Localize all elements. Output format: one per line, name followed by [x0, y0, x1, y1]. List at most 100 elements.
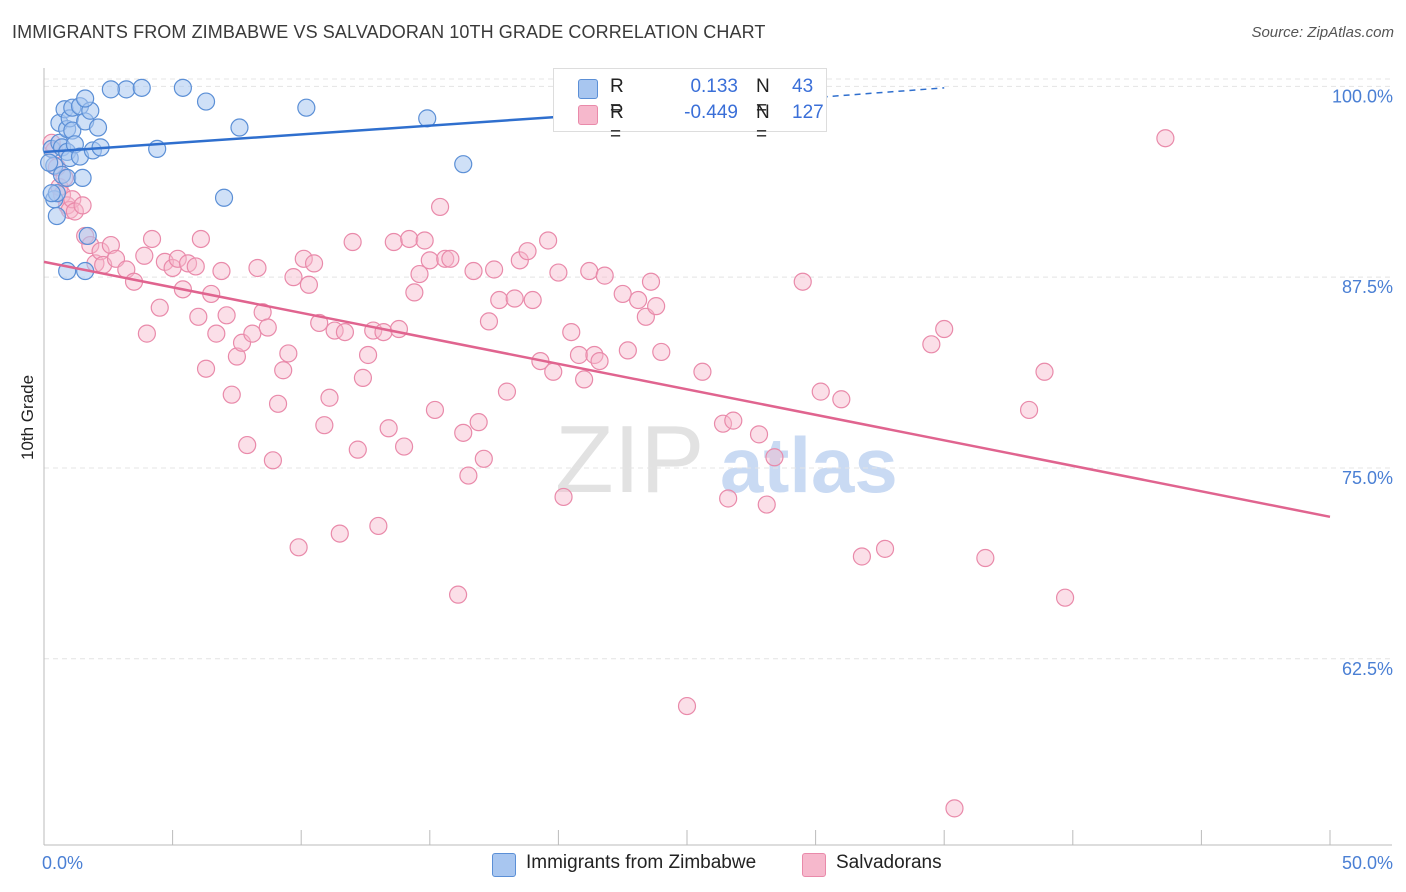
- salvadorans-points: [42, 129, 1175, 818]
- salvadoran-point: [137, 324, 156, 343]
- y-tick-label: 100.0%: [1332, 86, 1393, 106]
- salvadoran-point: [875, 539, 895, 558]
- zimbabwe-point: [132, 78, 151, 97]
- salvadoran-point: [248, 258, 267, 278]
- salvadoran-point: [479, 312, 499, 331]
- salvadoran-point: [1019, 400, 1039, 420]
- bottom-legend-label: Immigrants from Zimbabwe: [526, 852, 757, 873]
- salvadoran-point: [474, 449, 493, 468]
- zimbabwe-point: [173, 78, 192, 97]
- salvadoran-point: [505, 289, 524, 308]
- zimbabwe-point: [47, 206, 66, 226]
- salvadoran-point: [343, 232, 362, 252]
- salvadoran-point: [935, 319, 954, 339]
- zimbabwe-point: [117, 80, 136, 99]
- watermark-atlas: atlas: [720, 421, 898, 509]
- salvadoran-point: [142, 229, 162, 249]
- salvadoran-point: [415, 231, 434, 250]
- salvadoran-point: [430, 197, 450, 217]
- salvadoran-point: [379, 419, 398, 438]
- salvadoran-point: [91, 242, 110, 261]
- salvadoran-point: [1156, 129, 1175, 148]
- legend-swatch-pink: [578, 105, 598, 125]
- salvadoran-point: [232, 333, 252, 352]
- salvadoran-point: [1055, 588, 1075, 607]
- salvadoran-point: [189, 307, 208, 326]
- salvadoran-point: [569, 345, 589, 365]
- salvadoran-point: [258, 318, 277, 337]
- salvadoran-point: [629, 290, 648, 310]
- zimbabwe-point: [230, 118, 249, 137]
- legend-n-label: N =: [756, 102, 770, 145]
- salvadoran-point: [374, 322, 393, 342]
- zimbabwe-point: [42, 184, 61, 203]
- zimbabwe-point: [214, 188, 234, 207]
- salvadoran-point: [448, 585, 468, 604]
- salvadoran-point: [693, 362, 712, 381]
- salvadoran-point: [469, 413, 488, 432]
- salvadoran-point: [549, 263, 568, 282]
- legend-r-label: R =: [610, 76, 624, 119]
- salvadoran-point: [562, 322, 581, 342]
- legend-n-value: 127: [792, 102, 824, 123]
- salvadoran-point: [243, 324, 262, 343]
- salvadoran-point: [227, 347, 246, 366]
- salvadoran-point: [168, 249, 187, 268]
- zimbabwe-point: [58, 168, 77, 188]
- salvadoran-point: [647, 297, 666, 316]
- zimbabwe-point: [40, 153, 59, 172]
- y-tick-label: 62.5%: [1342, 659, 1393, 679]
- salvadoran-point: [575, 370, 594, 389]
- salvadoran-point: [217, 306, 236, 325]
- zimbabwe-point: [78, 226, 97, 246]
- zimbabwe-point: [73, 168, 92, 188]
- salvadoran-point: [410, 264, 429, 284]
- salvadoran-point: [394, 437, 414, 456]
- salvadoran-point: [389, 319, 409, 339]
- zimbabwe-point: [297, 98, 316, 117]
- salvadoran-point: [320, 388, 339, 407]
- salvadoran-point: [544, 362, 563, 381]
- salvadoran-point: [420, 251, 439, 270]
- salvadoran-point: [590, 351, 609, 371]
- salvadoran-point: [490, 290, 509, 310]
- salvadorans-trend-line: [43, 260, 1331, 519]
- salvadoran-point: [384, 232, 403, 252]
- salvadoran-point: [353, 368, 373, 387]
- salvadoran-point: [832, 390, 851, 409]
- salvadoran-point: [425, 400, 445, 420]
- legend-r-value: -0.449: [684, 102, 738, 123]
- salvadoran-point: [358, 345, 378, 365]
- salvadoran-point: [348, 440, 367, 459]
- salvadoran-point: [485, 260, 504, 279]
- zimbabwe-point: [101, 80, 120, 99]
- bottom-legend-swatch-blue: [492, 853, 516, 877]
- zipatlas-watermark: ZIP atlas: [555, 406, 898, 513]
- salvadoran-point: [459, 466, 478, 485]
- salvadoran-point: [441, 249, 460, 268]
- salvadoran-point: [793, 272, 812, 291]
- salvadoran-point: [724, 411, 743, 430]
- salvadoran-point: [518, 242, 537, 261]
- salvadoran-point: [436, 249, 455, 268]
- salvadoran-point: [765, 448, 784, 467]
- salvadoran-point: [101, 235, 120, 255]
- salvadoran-point: [315, 416, 334, 435]
- y-tick-label: 87.5%: [1342, 277, 1393, 297]
- salvadoran-point: [554, 487, 573, 507]
- x-tick-label-min: 0.0%: [42, 853, 83, 873]
- source-credit: Source: ZipAtlas.com: [1251, 24, 1394, 41]
- salvadoran-point: [299, 275, 319, 294]
- salvadoran-point: [335, 322, 355, 342]
- y-tick-label: 75.0%: [1342, 468, 1393, 488]
- salvadoran-point: [274, 361, 293, 380]
- salvadoran-point: [289, 538, 308, 557]
- salvadoran-point: [677, 696, 697, 716]
- salvadoran-point: [945, 799, 964, 818]
- salvadoran-point: [922, 335, 941, 354]
- zimbabwe-point: [76, 89, 95, 108]
- correlation-legend: R = 0.133 N = 43 R = -0.449 N = 127: [553, 68, 827, 145]
- salvadoran-point: [212, 261, 231, 281]
- salvadoran-point: [304, 254, 324, 273]
